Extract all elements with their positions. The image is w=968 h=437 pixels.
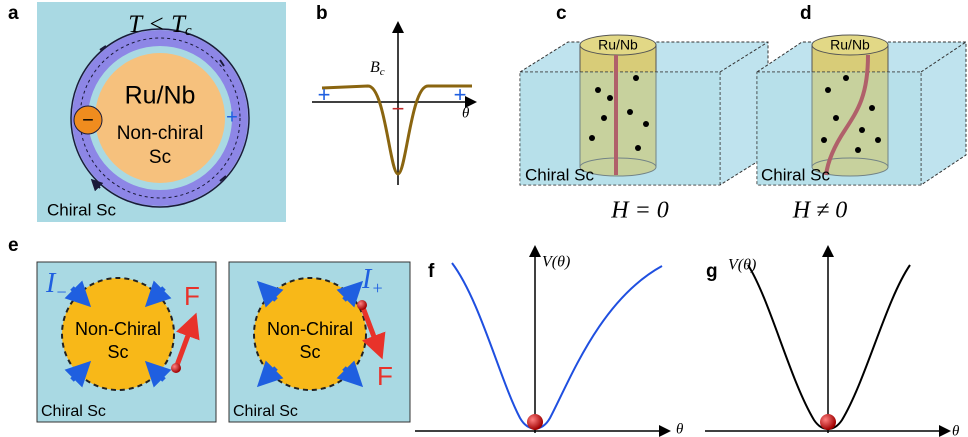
text-part: c xyxy=(185,23,192,39)
shape xyxy=(633,75,639,81)
text-part: − xyxy=(55,282,67,302)
x-axis-label: θ xyxy=(462,105,470,121)
particle xyxy=(527,414,543,430)
shape xyxy=(589,135,595,141)
core-type: Non-chiral xyxy=(117,123,204,144)
temperature: T < Tc xyxy=(128,11,192,40)
shape xyxy=(869,105,875,111)
shape xyxy=(855,147,861,153)
shape xyxy=(643,121,649,127)
edge-sign: + xyxy=(226,106,238,128)
force-label: F xyxy=(184,281,200,311)
shape xyxy=(825,87,831,93)
core-type: Sc xyxy=(149,147,171,168)
bulk-label: Chiral Sc xyxy=(47,200,116,219)
core-label: Ru/Nb xyxy=(830,37,870,53)
core-label: Sc xyxy=(299,342,320,362)
vortex xyxy=(171,363,181,373)
shape xyxy=(875,137,881,143)
shape xyxy=(635,145,641,151)
field-label: H = 0 xyxy=(610,198,669,224)
sign: + xyxy=(454,82,467,107)
bulk-label: Chiral Sc xyxy=(41,403,106,420)
vortex xyxy=(357,300,367,310)
panel-label: b xyxy=(316,3,328,24)
shape xyxy=(833,115,839,121)
bulk-label: Chiral Sc xyxy=(761,165,830,184)
y-axis-label: Bc xyxy=(370,59,385,78)
vortex-sign: − xyxy=(82,109,94,131)
shape xyxy=(601,115,607,121)
core-label: Non-Chiral xyxy=(267,319,353,339)
panel-label: f xyxy=(428,261,435,282)
shape xyxy=(821,137,827,143)
bulk-label: Chiral Sc xyxy=(525,165,594,184)
particle xyxy=(820,414,836,430)
bulk-label: Chiral Sc xyxy=(233,403,298,420)
panel-label: a xyxy=(8,3,19,24)
y-axis-label: V(θ) xyxy=(728,257,756,274)
sign: + xyxy=(318,82,331,107)
core-label: Non-Chiral xyxy=(75,319,161,339)
x-axis-label: θ xyxy=(952,423,960,437)
shape xyxy=(627,109,633,115)
x-axis-label: θ xyxy=(676,421,684,437)
shape xyxy=(859,127,865,133)
panel-label: c xyxy=(556,3,567,24)
core-label: Ru/Nb xyxy=(125,82,196,110)
sign: − xyxy=(392,96,405,121)
text-part: B xyxy=(370,59,380,76)
text-part: + xyxy=(371,278,383,298)
shape xyxy=(843,75,849,81)
panel-label: e xyxy=(8,235,19,256)
text-part: c xyxy=(380,66,385,78)
cube xyxy=(520,35,768,185)
shape xyxy=(607,95,613,101)
potential-curve xyxy=(452,263,662,429)
field-label: H ≠ 0 xyxy=(792,198,848,224)
core-label: Sc xyxy=(107,342,128,362)
core-label: Ru/Nb xyxy=(598,37,638,53)
y-axis-label: V(θ) xyxy=(542,254,570,271)
figure: a T < Tc Ru/Nb Non-chiral Sc − + Chiral … xyxy=(0,0,968,437)
text-part: T < T xyxy=(128,11,187,38)
shape xyxy=(595,87,601,93)
panel-label: d xyxy=(800,3,812,24)
force-label: F xyxy=(377,361,393,391)
cube xyxy=(757,35,966,185)
potential-curve xyxy=(748,265,910,429)
panel-label: g xyxy=(706,261,718,282)
